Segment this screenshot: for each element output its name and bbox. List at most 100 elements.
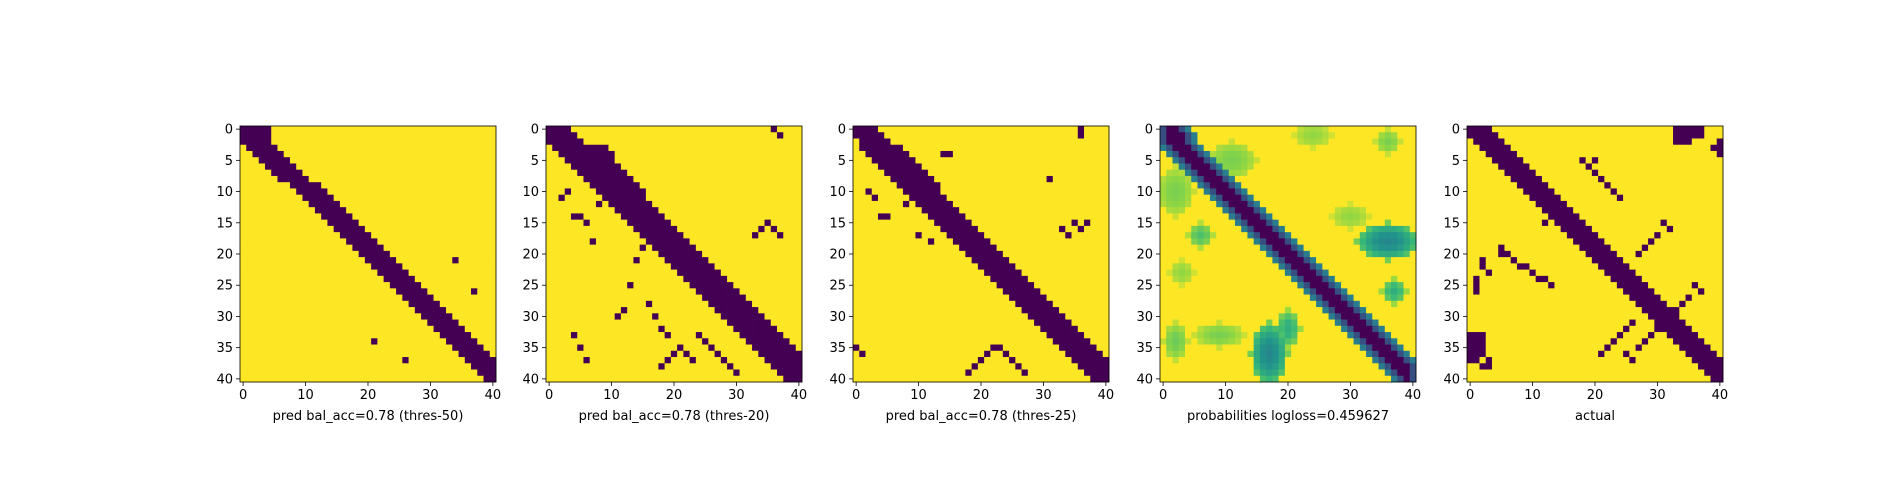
heatmap-cell <box>1009 150 1016 158</box>
heatmap-cell <box>258 344 266 352</box>
heatmap-cell <box>427 325 434 333</box>
heatmap-cell <box>414 207 422 214</box>
heatmap-cell <box>946 132 954 139</box>
heatmap-cell <box>358 213 366 221</box>
heatmap-cell <box>758 194 765 202</box>
heatmap-cell <box>959 200 966 208</box>
heatmap-cell <box>745 369 753 377</box>
heatmap-cell <box>364 250 372 258</box>
heatmap-cell <box>971 338 979 345</box>
heatmap-cell <box>902 225 910 233</box>
heatmap-cell <box>752 175 759 183</box>
heatmap-cell <box>608 313 616 320</box>
heatmap-cell <box>940 157 948 164</box>
heatmap-cell <box>940 257 948 264</box>
heatmap-cell <box>252 244 260 252</box>
heatmap-cell <box>402 369 409 377</box>
heatmap-cell <box>589 263 597 270</box>
heatmap-cell <box>339 338 347 345</box>
heatmap-cell <box>377 244 384 252</box>
heatmap-cell <box>1071 169 1079 177</box>
heatmap-cell <box>552 369 559 377</box>
heatmap-cell <box>552 200 559 208</box>
heatmap-cell <box>859 126 866 133</box>
heatmap-cell <box>783 126 790 133</box>
heatmap-cell <box>1015 344 1022 352</box>
heatmap-cell <box>608 138 616 146</box>
heatmap-cell <box>952 357 960 364</box>
heatmap-cell <box>633 150 641 158</box>
heatmap-cell <box>264 144 272 152</box>
heatmap-cell <box>752 188 759 196</box>
heatmap-cell <box>1034 338 1041 345</box>
heatmap-cell <box>377 338 384 345</box>
heatmap-cell <box>708 300 715 308</box>
heatmap-cell <box>414 369 422 377</box>
heatmap-cell <box>789 307 797 314</box>
heatmap-cell <box>853 338 860 345</box>
heatmap-cell <box>477 200 484 208</box>
heatmap-cell <box>246 325 253 333</box>
heatmap-cell <box>670 250 678 258</box>
heatmap-cell <box>302 138 310 146</box>
heatmap-cell <box>859 138 866 146</box>
heatmap-cell <box>764 369 772 377</box>
heatmap-cell <box>608 126 616 133</box>
heatmap-cell <box>327 207 335 214</box>
heatmap-cell <box>271 313 278 320</box>
heatmap-cell <box>695 200 703 208</box>
heatmap-cell <box>946 138 954 146</box>
heatmap-cell <box>583 157 591 164</box>
heatmap-cell <box>708 338 715 345</box>
heatmap-cell <box>1034 163 1041 171</box>
heatmap-cell <box>871 238 879 245</box>
heatmap-cell <box>890 294 898 302</box>
heatmap-cell <box>921 357 929 364</box>
heatmap-cell <box>677 194 684 202</box>
heatmap-cell <box>1071 200 1079 208</box>
heatmap-cell <box>421 275 428 283</box>
heatmap-cell <box>627 369 634 377</box>
heatmap-cell <box>471 219 478 227</box>
heatmap-cell <box>984 325 991 333</box>
heatmap-cell <box>677 338 684 345</box>
heatmap-cell <box>421 182 428 189</box>
heatmap-cell <box>414 182 422 189</box>
heatmap-cell <box>383 313 391 320</box>
heatmap-cell <box>758 363 765 370</box>
heatmap-cell <box>702 357 709 364</box>
heatmap-cell <box>758 163 765 171</box>
heatmap-cell <box>871 263 879 270</box>
heatmap-cell <box>720 375 728 383</box>
heatmap-cell <box>289 332 297 339</box>
heatmap-cell <box>783 194 790 202</box>
heatmap-cell <box>965 132 972 139</box>
heatmap-cell <box>1096 332 1104 339</box>
heatmap-cell <box>377 325 384 333</box>
heatmap-cell <box>670 175 678 183</box>
heatmap-cell <box>620 200 628 208</box>
heatmap-cell <box>552 363 559 370</box>
heatmap-cell <box>977 313 985 320</box>
heatmap-cell <box>427 344 434 352</box>
heatmap-cell <box>1096 294 1104 302</box>
heatmap-cell <box>783 325 790 333</box>
heatmap-cell <box>909 188 916 196</box>
heatmap-cell <box>733 357 740 364</box>
heatmap-cell <box>383 269 391 277</box>
heatmap-cell <box>552 288 559 295</box>
heatmap-cell <box>946 194 954 202</box>
heatmap-cell <box>783 332 790 339</box>
heatmap-cell <box>877 344 885 352</box>
heatmap-cell <box>246 294 253 302</box>
heatmap-cell <box>714 294 722 302</box>
heatmap-cell <box>389 319 397 327</box>
heatmap-cell <box>934 157 941 164</box>
heatmap-cell <box>733 363 740 370</box>
heatmap-cell <box>853 144 860 152</box>
heatmap-cell <box>853 294 860 302</box>
heatmap-cell <box>896 288 904 295</box>
heatmap-cell <box>277 225 285 233</box>
heatmap-cell <box>358 325 366 333</box>
heatmap-cell <box>377 207 384 214</box>
